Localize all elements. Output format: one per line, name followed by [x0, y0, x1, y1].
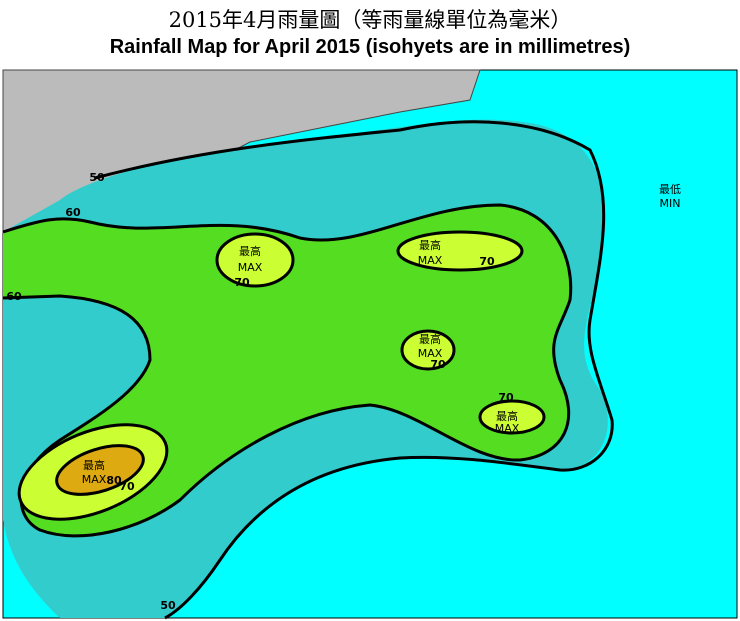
isohyet-80 [55, 444, 145, 496]
isohyet-50 [94, 120, 614, 620]
isohyet-60 [2, 203, 573, 538]
isohyet-label: 70 [119, 480, 135, 493]
isohyet-label: 70 [430, 358, 446, 371]
isohyet-label: 50 [160, 599, 176, 612]
isohyet-label: 50 [89, 171, 105, 184]
max-label-en: MAX [495, 422, 520, 435]
title-chinese: 2015年4月雨量圖（等雨量線單位為毫米） [168, 8, 572, 32]
max-label-en: MAX [418, 347, 443, 360]
min-label-zh: 最低 [659, 183, 681, 196]
max-label-zh: 最高 [419, 238, 441, 252]
isohyet-label: 80 [106, 474, 122, 487]
isohyet-label: 70 [498, 391, 514, 404]
isohyet-label: 60 [65, 206, 81, 219]
min-label-en: MIN [660, 197, 681, 210]
isohyet-label: 70 [234, 276, 250, 289]
isohyet-label: 60 [6, 290, 22, 303]
max-label-en: MAX [418, 254, 443, 267]
max-label-en: MAX [82, 473, 107, 486]
isohyet-label: 70 [479, 255, 495, 268]
max-label-zh: 最高 [239, 244, 261, 258]
max-label-zh: 最高 [83, 458, 105, 472]
max-label-en: MAX [238, 261, 263, 274]
title-english: Rainfall Map for April 2015 (isohyets ar… [109, 36, 631, 58]
max-label-zh: 最高 [419, 332, 441, 346]
max-label-zh: 最高 [496, 409, 518, 423]
